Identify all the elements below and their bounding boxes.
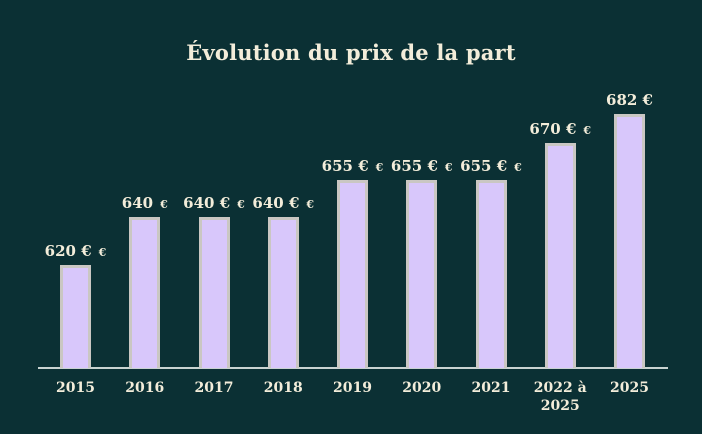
bar-2025 bbox=[614, 114, 645, 368]
bar-value-label: 655 € € bbox=[391, 157, 453, 175]
bar-value-label: 682 € bbox=[606, 91, 653, 109]
x-axis-label: 2022 à 2025 bbox=[533, 380, 587, 414]
bar-2020 bbox=[406, 180, 438, 368]
x-axis-label: 2020 bbox=[402, 380, 442, 396]
bar-value-label: 655 € € bbox=[460, 157, 522, 175]
x-axis-label: 2021 bbox=[471, 380, 511, 396]
bar-value-main: 655 € bbox=[321, 157, 369, 175]
bar-value-label: 670 € € bbox=[529, 120, 591, 138]
bar-value-main: 670 € bbox=[529, 120, 577, 138]
x-axis-label: 2015 bbox=[56, 380, 95, 396]
chart-title: Évolution du prix de la part bbox=[186, 40, 516, 65]
bar-2015 bbox=[60, 265, 91, 368]
bar-value-unit-suffix: € bbox=[444, 161, 453, 174]
bar-value-main: 640 € bbox=[252, 194, 300, 212]
x-axis-label: 2025 bbox=[610, 380, 649, 396]
bar-value-unit-suffix: € bbox=[160, 198, 168, 211]
bar-value-main: 655 € bbox=[390, 157, 438, 175]
bar-2019 bbox=[337, 180, 368, 368]
bar-value-unit-suffix: € bbox=[375, 161, 384, 174]
bar-2021 bbox=[475, 180, 507, 368]
bar-value-unit-suffix: € bbox=[237, 198, 245, 211]
bar-value-label: 640 € bbox=[122, 194, 168, 212]
x-axis-line bbox=[38, 367, 668, 369]
bar-value-main: 682 € bbox=[606, 91, 653, 109]
bar-value-unit-suffix: € bbox=[306, 198, 315, 211]
bar-value-main: 640 € bbox=[183, 194, 231, 212]
bar-value-unit-suffix: € bbox=[583, 124, 592, 137]
bar-value-label: 655 € € bbox=[322, 157, 384, 175]
bar-value-main: 640 bbox=[121, 194, 154, 212]
bar-value-label: 640 € € bbox=[252, 194, 314, 212]
x-axis-label: 2018 bbox=[263, 380, 303, 396]
bar-value-main: 655 € bbox=[460, 157, 508, 175]
bar-value-unit-suffix: € bbox=[98, 246, 107, 259]
bar-2017 bbox=[198, 217, 230, 368]
bar-2018 bbox=[267, 217, 299, 368]
bar-value-main: 620 € bbox=[44, 242, 92, 260]
bar-value-unit-suffix: € bbox=[514, 161, 522, 174]
bar-2016 bbox=[129, 217, 161, 368]
bar-2022-à-2025 bbox=[544, 143, 576, 368]
bar-value-label: 640 € € bbox=[183, 194, 245, 212]
x-axis-label: 2016 bbox=[125, 380, 165, 396]
x-axis-label: 2017 bbox=[194, 380, 234, 396]
bar-value-label: 620 € € bbox=[45, 242, 107, 260]
x-axis-label: 2019 bbox=[333, 380, 372, 396]
